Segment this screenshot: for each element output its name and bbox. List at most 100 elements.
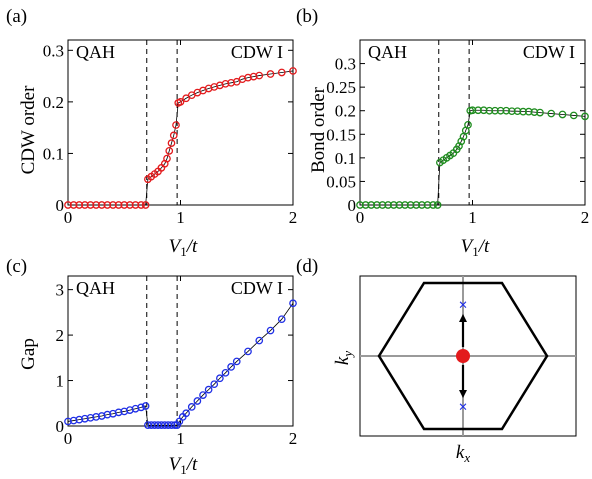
panel-a-xtick-label-2: 2 xyxy=(289,208,298,227)
panel-c-point-s2-7 xyxy=(210,380,219,389)
panel-b-point-s2-10 xyxy=(519,107,527,116)
panel-b-point-s2-8 xyxy=(508,107,516,116)
panel-a-ytick-label-0: 0 xyxy=(56,196,65,215)
panel-a-xlabel: V1/t xyxy=(169,236,198,259)
panel-b-plot: QAH CDW I0 1 200.050.10.150.20.250.3 xyxy=(326,39,589,227)
panel-a-point-s0-5 xyxy=(92,201,100,209)
panel-a-ytick-label-2: 0.2 xyxy=(43,93,64,112)
panel-c-xlabel: V1/t xyxy=(169,454,198,477)
panel-a-point-s2-16 xyxy=(266,70,275,78)
panel-b-ytick-label-2: 0.1 xyxy=(335,149,356,168)
panel-b-point-s0-12 xyxy=(423,201,432,209)
panel-b-point-s2-2 xyxy=(474,106,482,115)
panel-a-point-s0-12 xyxy=(131,201,140,209)
panel-c-point-s2-11 xyxy=(232,357,241,366)
panel-a-point-s1-6 xyxy=(163,154,171,163)
panel-b-region-qah: QAH xyxy=(368,42,407,62)
brillouin-zone-hexagon xyxy=(377,281,549,431)
panel-a-region-qah: QAH xyxy=(76,42,115,62)
panel-b-ytick-label-1: 0.05 xyxy=(326,172,356,191)
panel-a-point-s0-10 xyxy=(120,201,129,209)
m-point-bottom-marker: × xyxy=(458,399,467,416)
panel-a-point-s0-1 xyxy=(69,201,78,209)
panel-b-point-s2-6 xyxy=(496,106,505,115)
panel-b-point-s2-14 xyxy=(547,109,556,118)
panel-b-point-s0-11 xyxy=(418,201,426,209)
panel-d-label: (d) xyxy=(296,256,318,277)
panel-a-point-s0-13 xyxy=(137,201,145,209)
panel-a-point-s1-8 xyxy=(167,139,176,147)
panel-c-ylabel: Gap xyxy=(18,338,39,370)
panel-c-point-s0-0 xyxy=(64,417,72,426)
panel-c-point-s2-2 xyxy=(182,409,190,418)
m-point-top-marker: × xyxy=(458,297,467,314)
panel-c-point-s0-1 xyxy=(69,416,78,425)
panel-c-point-s0-9 xyxy=(114,408,123,417)
panel-c-ytick-label-0: 0 xyxy=(56,417,65,436)
panel-b-point-s0-1 xyxy=(361,201,370,209)
panel-a-plot: QAH CDW I 0 1 2 0 0.1 0.2 0.3 xyxy=(43,39,298,227)
panel-b-point-s0-8 xyxy=(401,201,409,209)
panel-c-point-s0-2 xyxy=(75,415,84,424)
panel-b-point-s0-3 xyxy=(373,201,381,209)
panel-b-point-s0-0 xyxy=(356,201,364,209)
panel-b-point-s2-4 xyxy=(485,106,494,115)
panel-a-point-s1-10 xyxy=(172,121,180,129)
panel-a-point-s2-1 xyxy=(176,98,185,106)
panel-a-point-s0-6 xyxy=(97,201,106,209)
panel-b-point-s0-7 xyxy=(395,201,404,209)
panel-a-point-s2-17 xyxy=(277,68,286,77)
panel-c-point-s2-5 xyxy=(199,391,207,399)
panel-a-point-s0-14 xyxy=(141,201,150,209)
panel-b-point-s0-9 xyxy=(406,201,415,209)
panel-b-point-s0-6 xyxy=(389,201,398,209)
panel-b-ytick-label-3: 0.15 xyxy=(326,125,356,144)
panel-a: (a) CDW order V1/t QAH CDW I 0 1 2 0 0.1 0.2 0.3 xyxy=(6,6,297,259)
panel-b-xlabel: V1/t xyxy=(461,236,490,259)
panel-a-point-s2-18 xyxy=(289,67,297,75)
panel-a-point-s1-9 xyxy=(169,131,178,140)
panel-c-point-s2-6 xyxy=(204,385,213,394)
panel-c-ytick-label-3: 3 xyxy=(56,281,65,300)
panel-c-point-s2-15 xyxy=(277,315,286,324)
panel-a-point-s0-7 xyxy=(103,201,112,209)
panel-c-point-s0-13 xyxy=(137,403,145,412)
panel-b-point-s2-7 xyxy=(502,106,511,115)
panel-c-axes-frame xyxy=(67,275,294,427)
panel-c-point-s0-5 xyxy=(92,413,100,421)
panel-b-point-s2-17 xyxy=(581,112,589,121)
panel-b-point-s0-14 xyxy=(433,201,442,209)
panel-d: (d) × × ky kx xyxy=(296,256,577,465)
panel-c-ytick-label-1: 1 xyxy=(56,372,65,391)
panel-b-ytick-label-4: 0.2 xyxy=(335,102,356,121)
panel-b-point-s2-11 xyxy=(524,107,533,116)
panel-c-point-s2-3 xyxy=(187,403,196,411)
panel-c-plot: QAH CDW I 0 1 2 0 1 2 3 xyxy=(56,275,297,448)
panel-a-point-s0-2 xyxy=(75,201,84,209)
panel-b-ytick-label-5: 0.25 xyxy=(326,78,356,97)
panel-b-point-s0-13 xyxy=(429,201,437,209)
panel-a-point-s0-11 xyxy=(126,201,134,209)
panel-c-point-s1-7 xyxy=(167,421,176,429)
panel-c-point-s2-10 xyxy=(227,363,235,371)
panel-c-point-s2-16 xyxy=(289,299,297,308)
bz-ky-label: ky xyxy=(332,351,355,365)
panel-a-xtick-label-1: 1 xyxy=(176,208,185,227)
panel-b-point-s0-2 xyxy=(367,201,376,209)
panel-a-ytick-label-1: 0.1 xyxy=(43,144,64,163)
panel-c-region-qah: QAH xyxy=(76,278,115,298)
panel-c-point-s1-8 xyxy=(171,421,179,429)
panel-c-region-cdw: CDW I xyxy=(231,278,283,298)
panel-b-point-s2-1 xyxy=(468,106,477,115)
panel-a-xtick-label-0: 0 xyxy=(64,208,73,227)
panel-a-ytick-label-3: 0.3 xyxy=(43,41,64,60)
panel-a-label: (a) xyxy=(6,6,27,27)
panel-b: (b) Bond order V1/t QAH CDW I0 1 200.050.10… xyxy=(296,6,589,259)
panel-b-point-s1-10 xyxy=(464,121,472,129)
panel-c-point-s0-14 xyxy=(141,402,150,410)
panel-b-ylabel: Bond order xyxy=(308,86,329,173)
panel-b-xtick-label-1: 1 xyxy=(468,208,477,227)
panel-c-point-s0-7 xyxy=(103,410,112,419)
panel-a-point-s1-7 xyxy=(165,147,174,155)
